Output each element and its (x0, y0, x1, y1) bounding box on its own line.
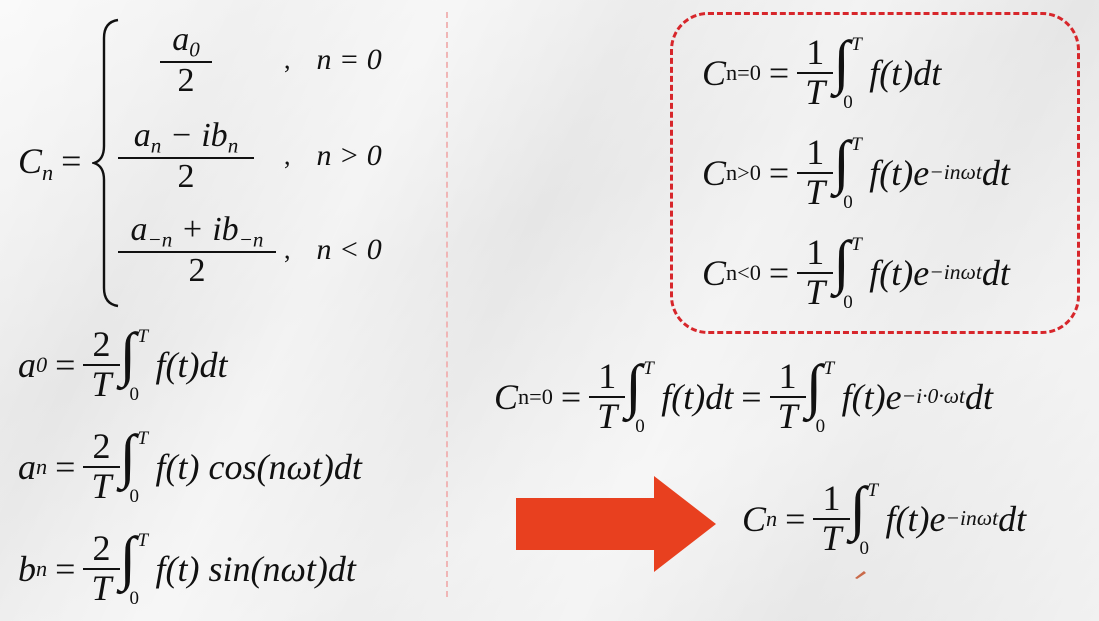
case-n-eq-0: a0 2 , n = 0 (118, 22, 382, 99)
case-n-gt-0: an − ibn 2 , n > 0 (118, 118, 382, 195)
cn-lhs: Cn = (18, 141, 82, 186)
case-n-lt-0: a−n + ib−n 2 , n < 0 (118, 212, 382, 289)
pen-cursor-icon (855, 571, 866, 579)
right-arrow (516, 476, 716, 572)
highlight-box (670, 12, 1080, 334)
section-divider (446, 12, 448, 597)
left-brace (92, 18, 119, 308)
